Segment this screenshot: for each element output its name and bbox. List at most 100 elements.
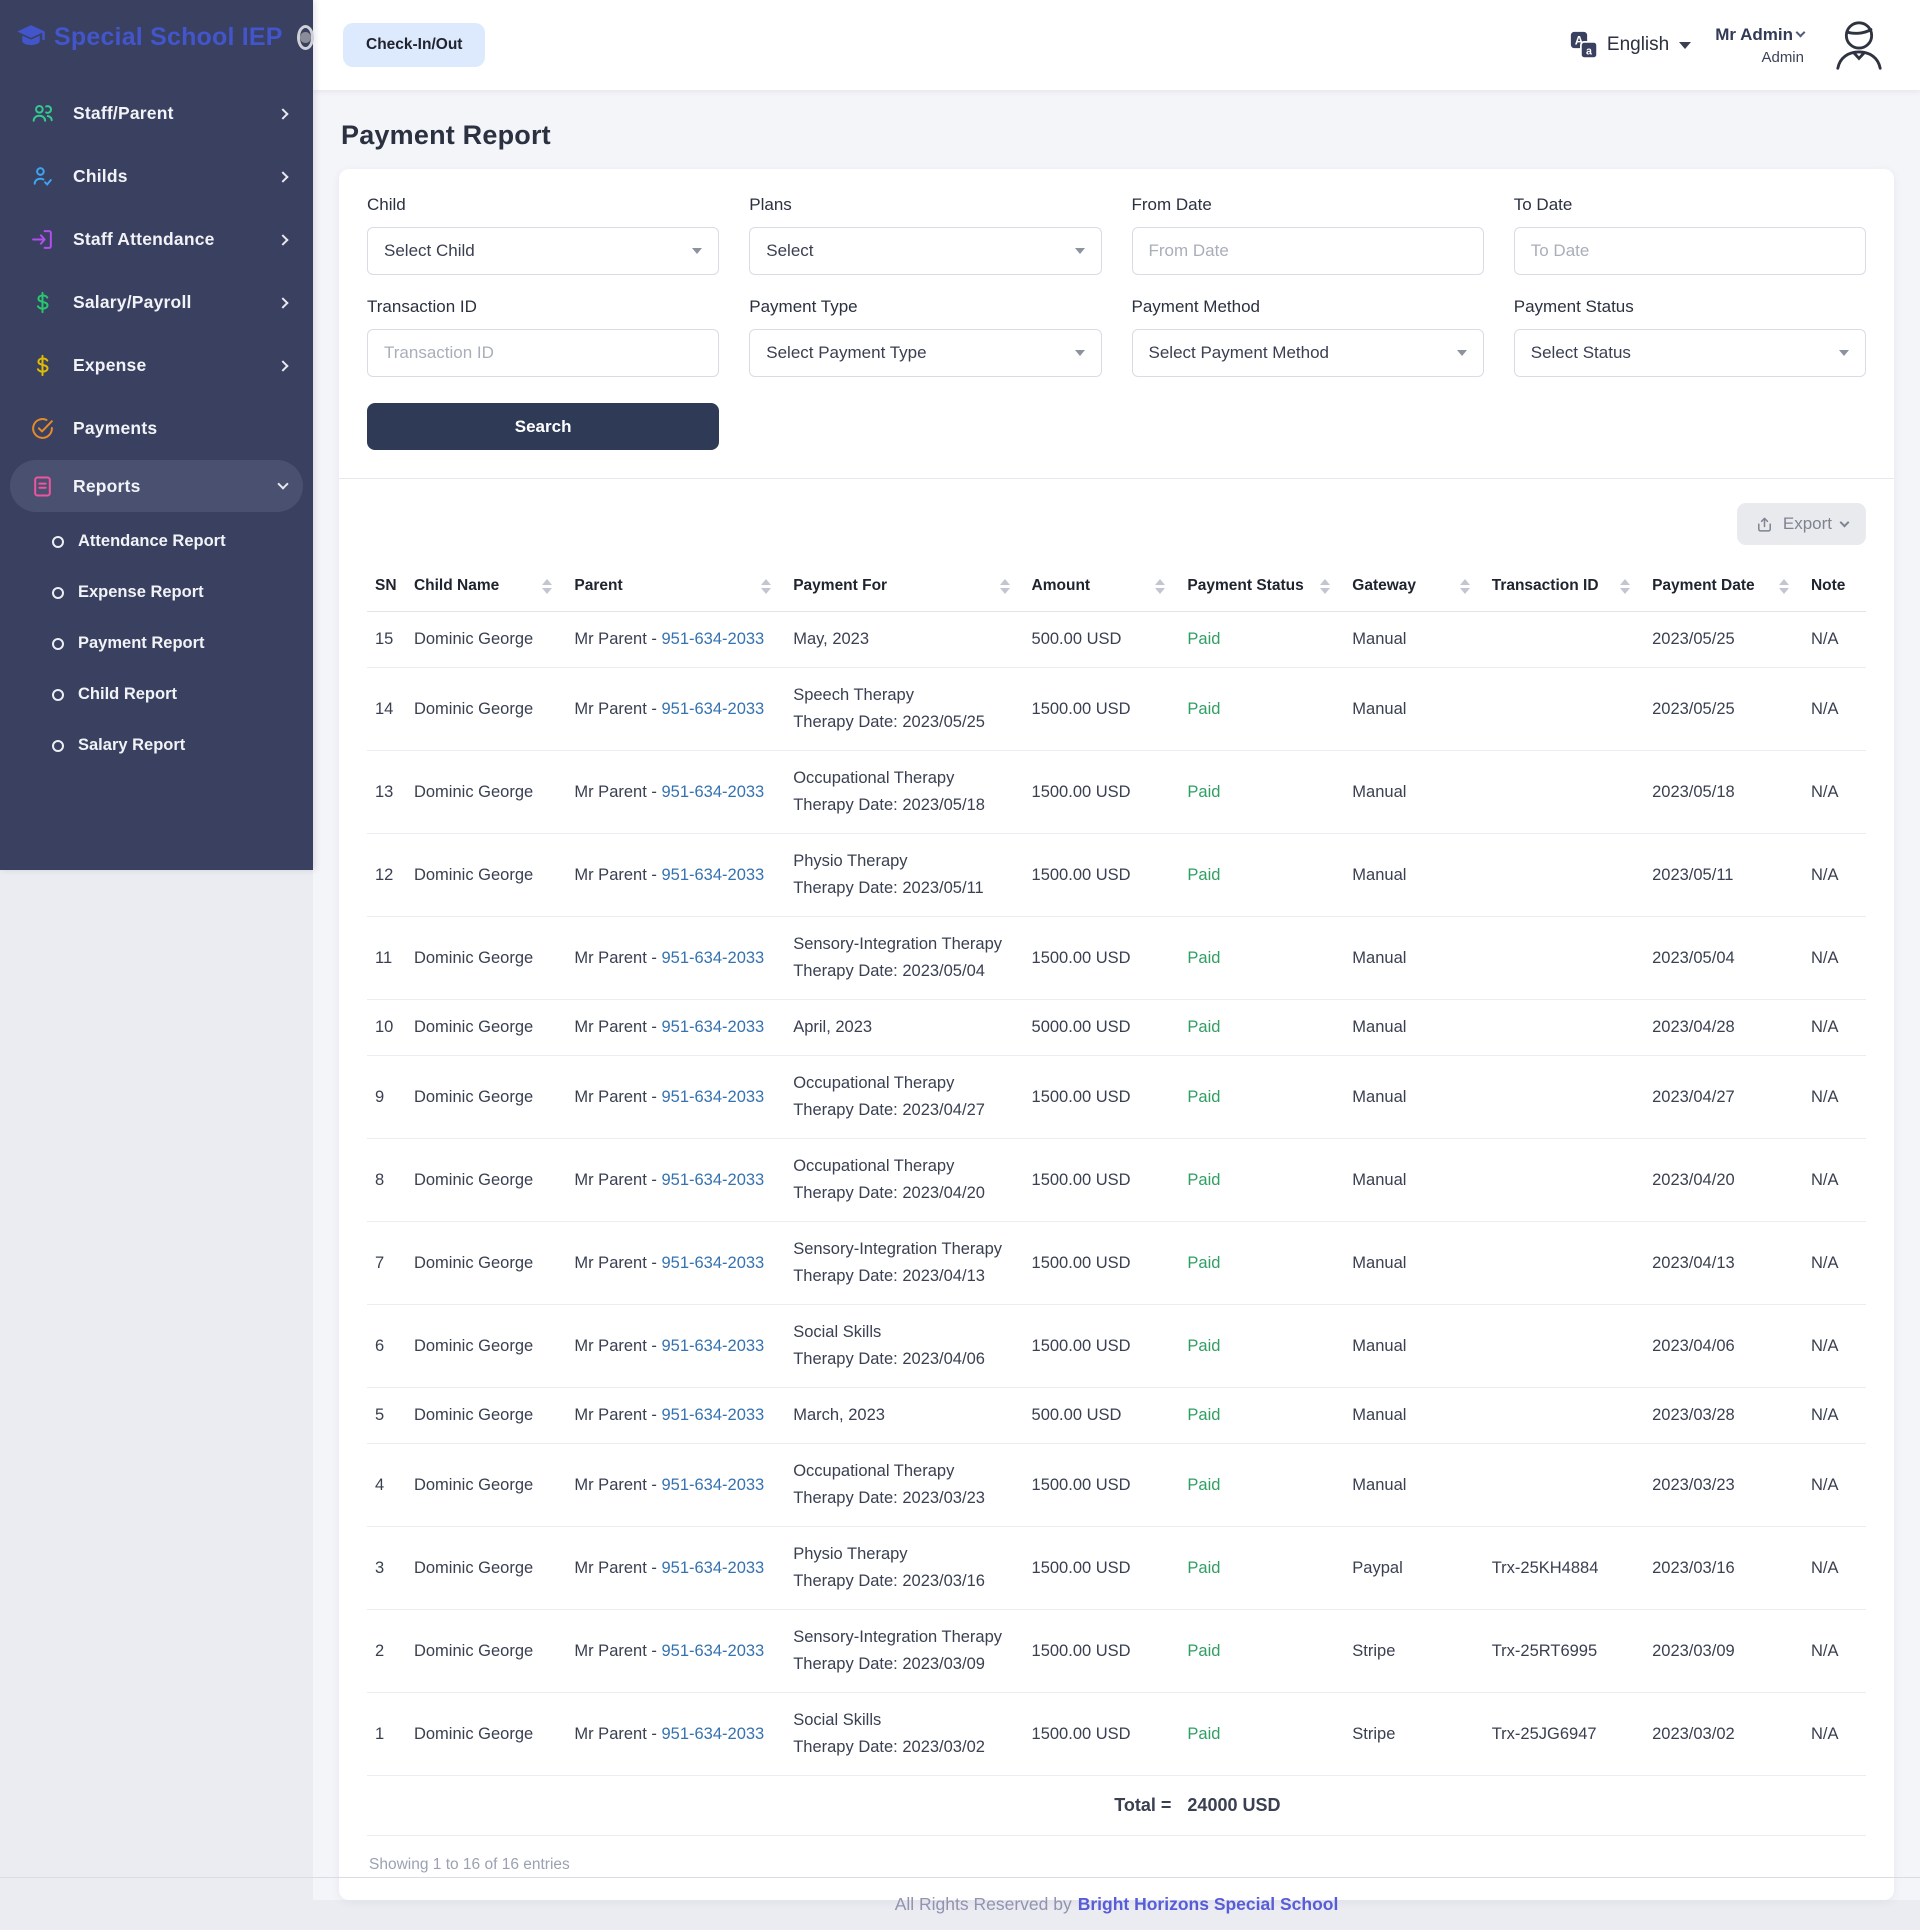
check-in-out-button[interactable]: Check-In/Out (343, 23, 485, 67)
user-menu[interactable]: Mr Admin Admin (1715, 25, 1804, 66)
parent-phone[interactable]: 951-634-2033 (661, 1406, 764, 1424)
footer-brand-link[interactable]: Bright Horizons Special School (1078, 1894, 1339, 1915)
cell-payment-date: 2023/04/27 (1644, 1056, 1803, 1139)
parent-phone[interactable]: 951-634-2033 (661, 1018, 764, 1036)
table-header-row: SN Child Name Parent Payment For Amount … (367, 561, 1866, 612)
cell-parent: Mr Parent - 951-634-2033 (566, 751, 785, 834)
plans-select-value: Select (766, 241, 813, 261)
cell-parent: Mr Parent - 951-634-2033 (566, 1305, 785, 1388)
sidebar-item-childs[interactable]: Childs (0, 145, 313, 208)
sidebar-item-label: Childs (73, 166, 128, 187)
cell-gateway: Paypal (1344, 1527, 1483, 1610)
cell-parent: Mr Parent - 951-634-2033 (566, 668, 785, 751)
filter-label-payment-method: Payment Method (1132, 297, 1484, 317)
to-date-input[interactable] (1531, 241, 1849, 261)
sidebar-item-reports[interactable]: Reports (10, 460, 303, 512)
total-row: Total = 24000 USD (367, 1776, 1866, 1836)
col-payment-date[interactable]: Payment Date (1644, 561, 1803, 612)
plans-select[interactable]: Select (749, 227, 1101, 275)
cell-note: N/A (1803, 1610, 1866, 1693)
cell-gateway: Manual (1344, 1388, 1483, 1444)
parent-phone[interactable]: 951-634-2033 (661, 1559, 764, 1577)
parent-phone[interactable]: 951-634-2033 (661, 1337, 764, 1355)
sort-icon[interactable] (1779, 579, 1789, 594)
cell-amount: 1500.00 USD (1024, 1527, 1180, 1610)
col-amount[interactable]: Amount (1024, 561, 1180, 612)
submenu-item-attendance-report[interactable]: Attendance Report (0, 516, 313, 567)
user-name: Mr Admin (1715, 25, 1793, 45)
sort-icon[interactable] (761, 579, 771, 594)
parent-phone[interactable]: 951-634-2033 (661, 1088, 764, 1106)
dollar-icon (30, 290, 55, 315)
sort-icon[interactable] (1000, 579, 1010, 594)
cell-payment-date: 2023/04/06 (1644, 1305, 1803, 1388)
translate-icon: A a (1569, 30, 1599, 60)
sort-icon[interactable] (1155, 579, 1165, 594)
parent-phone[interactable]: 951-634-2033 (661, 1642, 764, 1660)
sort-icon[interactable] (1460, 579, 1470, 594)
submenu-item-child-report[interactable]: Child Report (0, 669, 313, 720)
parent-phone[interactable]: 951-634-2033 (661, 866, 764, 884)
parent-phone[interactable]: 951-634-2033 (661, 783, 764, 801)
filter-label-payment-status: Payment Status (1514, 297, 1866, 317)
chevron-down-icon (277, 478, 288, 489)
graduation-cap-icon (16, 22, 46, 52)
sidebar-item-payments[interactable]: Payments (0, 397, 313, 460)
submenu-item-expense-report[interactable]: Expense Report (0, 567, 313, 618)
cell-child-name: Dominic George (406, 917, 566, 1000)
parent-phone[interactable]: 951-634-2033 (661, 630, 764, 648)
submenu-item-salary-report[interactable]: Salary Report (0, 720, 313, 771)
chevron-down-icon (1796, 28, 1806, 38)
avatar[interactable] (1828, 14, 1890, 76)
cell-sn: 13 (367, 751, 406, 834)
submenu-item-payment-report[interactable]: Payment Report (0, 618, 313, 669)
cell-note: N/A (1803, 1444, 1866, 1527)
child-select[interactable]: Select Child (367, 227, 719, 275)
payment-method-select[interactable]: Select Payment Method (1132, 329, 1484, 377)
parent-phone[interactable]: 951-634-2033 (661, 1476, 764, 1494)
col-parent[interactable]: Parent (566, 561, 785, 612)
filter-label-from-date: From Date (1132, 195, 1484, 215)
sort-icon[interactable] (542, 579, 552, 594)
payment-type-select[interactable]: Select Payment Type (749, 329, 1101, 377)
parent-phone[interactable]: 951-634-2033 (661, 700, 764, 718)
cell-sn: 1 (367, 1693, 406, 1776)
sidebar-toggle[interactable] (297, 25, 314, 50)
col-transaction-id[interactable]: Transaction ID (1484, 561, 1644, 612)
cell-payment-status: Paid (1179, 1610, 1344, 1693)
cell-note: N/A (1803, 1305, 1866, 1388)
col-gateway[interactable]: Gateway (1344, 561, 1483, 612)
export-label: Export (1783, 514, 1832, 534)
sidebar-item-label: Salary/Payroll (73, 292, 192, 313)
table-row: 4 Dominic George Mr Parent - 951-634-203… (367, 1444, 1866, 1527)
cell-payment-status: Paid (1179, 1139, 1344, 1222)
cell-amount: 1500.00 USD (1024, 1305, 1180, 1388)
col-child-name[interactable]: Child Name (406, 561, 566, 612)
sidebar-item-salary-payroll[interactable]: Salary/Payroll (0, 271, 313, 334)
cell-gateway: Stripe (1344, 1693, 1483, 1776)
transaction-id-input[interactable] (384, 343, 702, 363)
sidebar-item-staff-parent[interactable]: Staff/Parent (0, 82, 313, 145)
parent-phone[interactable]: 951-634-2033 (661, 1725, 764, 1743)
parent-phone[interactable]: 951-634-2033 (661, 1171, 764, 1189)
cell-payment-status: Paid (1179, 1693, 1344, 1776)
col-payment-for[interactable]: Payment For (785, 561, 1023, 612)
cell-sn: 10 (367, 1000, 406, 1056)
export-button[interactable]: Export (1737, 503, 1866, 545)
cell-note: N/A (1803, 1056, 1866, 1139)
language-selector[interactable]: A a English (1569, 30, 1691, 60)
from-date-input[interactable] (1149, 241, 1467, 261)
sort-icon[interactable] (1320, 579, 1330, 594)
col-payment-status[interactable]: Payment Status (1179, 561, 1344, 612)
parent-phone[interactable]: 951-634-2033 (661, 949, 764, 967)
parent-phone[interactable]: 951-634-2033 (661, 1254, 764, 1272)
sidebar-item-expense[interactable]: Expense (0, 334, 313, 397)
sort-icon[interactable] (1620, 579, 1630, 594)
payment-status-select[interactable]: Select Status (1514, 329, 1866, 377)
search-button[interactable]: Search (367, 403, 719, 450)
sidebar-item-staff-attendance[interactable]: Staff Attendance (0, 208, 313, 271)
payment-type-select-value: Select Payment Type (766, 343, 926, 363)
cell-sn: 4 (367, 1444, 406, 1527)
cell-sn: 8 (367, 1139, 406, 1222)
payment-report-card: Child Select Child Plans Select From Dat… (339, 169, 1894, 1900)
